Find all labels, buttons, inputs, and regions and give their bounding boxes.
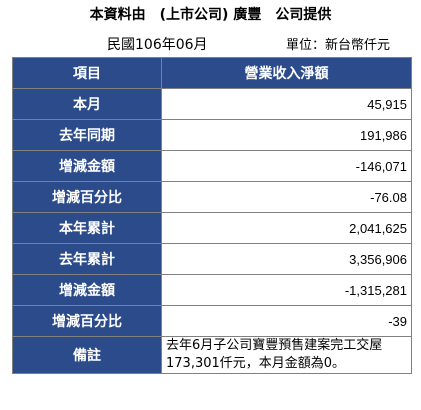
revenue-table: 項目 營業收入淨額 本月 45,915 去年同期 191,986 增減金額 -1… bbox=[12, 57, 412, 374]
row-value: 191,986 bbox=[161, 119, 412, 151]
row-label: 增減金額 bbox=[12, 150, 162, 182]
row-label: 去年同期 bbox=[12, 119, 162, 151]
row-label: 增減百分比 bbox=[12, 305, 162, 337]
note-label: 備註 bbox=[12, 336, 162, 374]
table-row: 增減金額 -1,315,281 bbox=[12, 274, 412, 306]
row-value: -146,071 bbox=[161, 150, 412, 182]
row-label: 本年累計 bbox=[12, 212, 162, 244]
table-row: 本年累計 2,041,625 bbox=[12, 212, 412, 244]
currency-unit: 單位：新台幣仟元 bbox=[286, 38, 391, 53]
column-header-revenue: 營業收入淨額 bbox=[161, 57, 412, 89]
page-title: 本資料由 (上市公司) 廣豐 公司提供 bbox=[89, 7, 332, 23]
row-value: -1,315,281 bbox=[161, 274, 412, 306]
note-row: 備註 去年6月子公司寶豐預售建案完工交屋173,301仟元，本月金額為0。 bbox=[12, 336, 412, 374]
column-header-item: 項目 bbox=[12, 57, 162, 89]
row-value: 45,915 bbox=[161, 88, 412, 120]
table-header-row: 項目 營業收入淨額 bbox=[12, 57, 412, 89]
row-label: 本月 bbox=[12, 88, 162, 120]
table-row: 本月 45,915 bbox=[12, 88, 412, 120]
report-meta: 民國106年06月 單位：新台幣仟元 bbox=[0, 34, 421, 54]
table-row: 增減百分比 -76.08 bbox=[12, 181, 412, 213]
table-row: 去年累計 3,356,906 bbox=[12, 243, 412, 275]
table-row: 增減金額 -146,071 bbox=[12, 150, 412, 182]
row-label: 增減金額 bbox=[12, 274, 162, 306]
table-row: 增減百分比 -39 bbox=[12, 305, 412, 337]
row-value: 2,041,625 bbox=[161, 212, 412, 244]
row-label: 去年累計 bbox=[12, 243, 162, 275]
table-row: 去年同期 191,986 bbox=[12, 119, 412, 151]
row-value: -39 bbox=[161, 305, 412, 337]
row-value: -76.08 bbox=[161, 181, 412, 213]
row-label: 增減百分比 bbox=[12, 181, 162, 213]
report-date: 民國106年06月 bbox=[107, 37, 208, 53]
row-value: 3,356,906 bbox=[161, 243, 412, 275]
note-text: 去年6月子公司寶豐預售建案完工交屋173,301仟元，本月金額為0。 bbox=[161, 336, 412, 374]
